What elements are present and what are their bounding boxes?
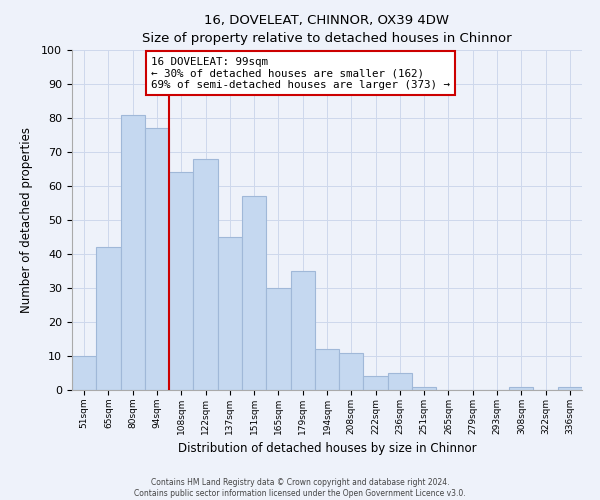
Bar <box>72 356 96 390</box>
Bar <box>509 386 533 390</box>
Title: 16, DOVELEAT, CHINNOR, OX39 4DW
Size of property relative to detached houses in : 16, DOVELEAT, CHINNOR, OX39 4DW Size of … <box>142 14 512 44</box>
Y-axis label: Number of detached properties: Number of detached properties <box>20 127 33 313</box>
Bar <box>364 376 388 390</box>
Bar <box>218 237 242 390</box>
Bar <box>315 349 339 390</box>
Bar <box>121 114 145 390</box>
Bar <box>290 271 315 390</box>
Bar <box>339 352 364 390</box>
Text: 16 DOVELEAT: 99sqm
← 30% of detached houses are smaller (162)
69% of semi-detach: 16 DOVELEAT: 99sqm ← 30% of detached hou… <box>151 57 450 90</box>
X-axis label: Distribution of detached houses by size in Chinnor: Distribution of detached houses by size … <box>178 442 476 456</box>
Bar <box>169 172 193 390</box>
Bar <box>193 159 218 390</box>
Bar <box>96 247 121 390</box>
Text: Contains HM Land Registry data © Crown copyright and database right 2024.
Contai: Contains HM Land Registry data © Crown c… <box>134 478 466 498</box>
Bar <box>412 386 436 390</box>
Bar <box>558 386 582 390</box>
Bar <box>242 196 266 390</box>
Bar <box>388 373 412 390</box>
Bar <box>266 288 290 390</box>
Bar <box>145 128 169 390</box>
